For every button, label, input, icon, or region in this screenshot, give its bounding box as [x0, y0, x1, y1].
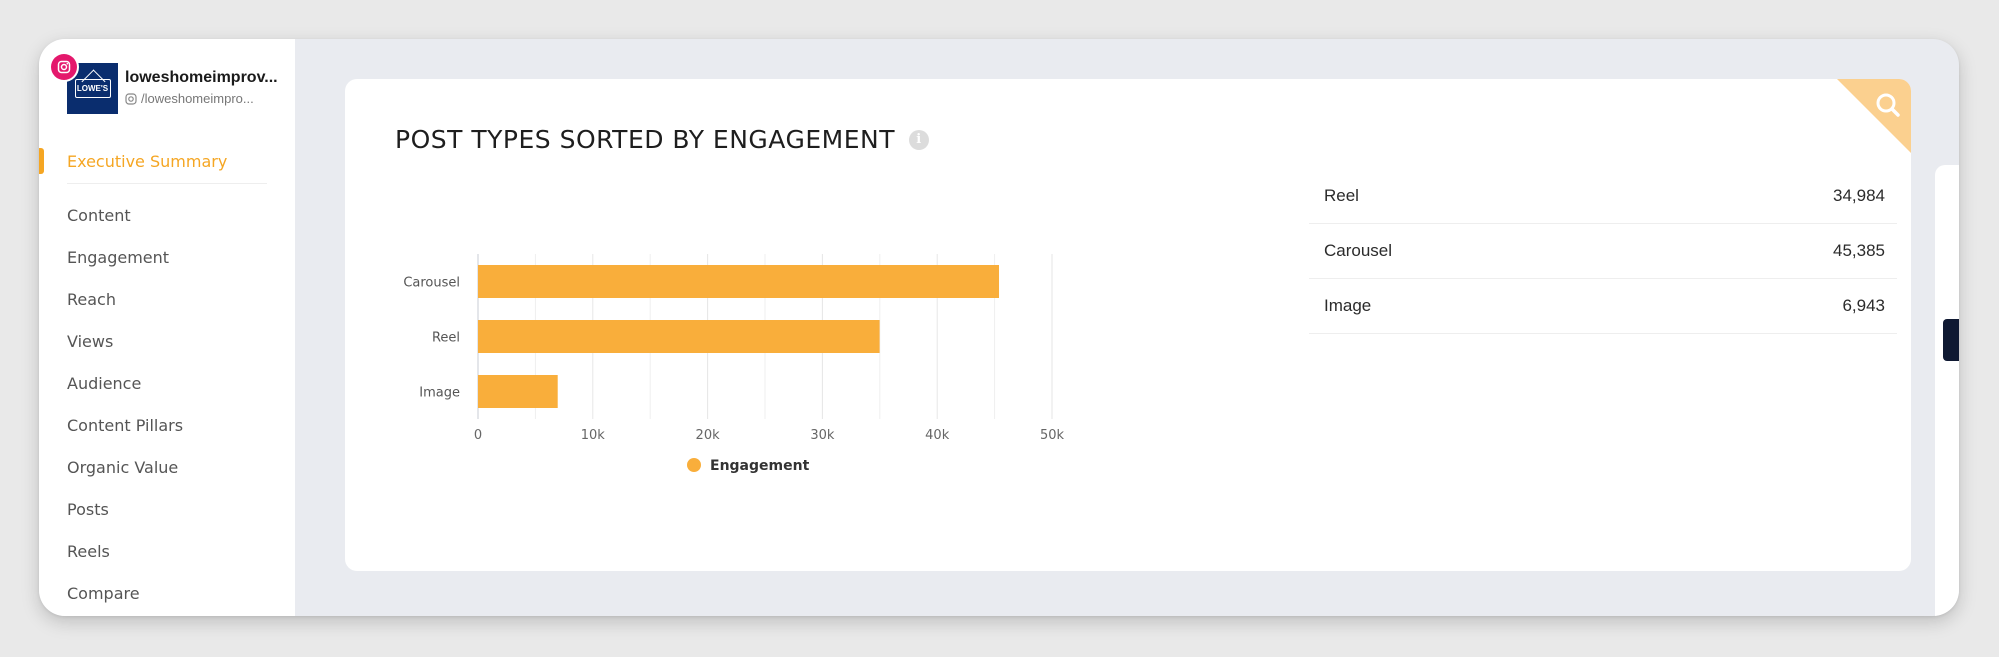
- sidebar-item-engagement[interactable]: Engagement: [39, 236, 295, 278]
- table-row: Reel 34,984: [1309, 169, 1897, 224]
- sidebar-item-label: Executive Summary: [67, 151, 228, 171]
- sidebar-item-compare[interactable]: Compare: [39, 572, 295, 614]
- lowes-logo: LOWE'S: [74, 79, 111, 98]
- instagram-icon: [51, 54, 77, 80]
- x-tick-label: 30k: [810, 428, 835, 443]
- sidebar-item-content-pillars[interactable]: Content Pillars: [39, 404, 295, 446]
- search-icon: [1876, 93, 1900, 117]
- y-tick-label: Carousel: [403, 276, 460, 291]
- sidebar-item-label: Engagement: [67, 247, 170, 267]
- x-tick-label: 20k: [696, 428, 721, 443]
- sidebar-item-label: Content: [67, 205, 131, 225]
- y-tick-label: Image: [419, 386, 460, 401]
- sidebar-item-label: Reels: [67, 541, 110, 561]
- table-cell-label: Reel: [1324, 186, 1359, 205]
- card-title-text: POST TYPES SORTED BY ENGAGEMENT: [395, 125, 895, 154]
- y-tick-label: Reel: [432, 331, 460, 346]
- sidebar-item-executive-summary[interactable]: Executive Summary: [39, 139, 295, 183]
- sidebar-item-posts[interactable]: Posts: [39, 488, 295, 530]
- sidebar-item-organic-value[interactable]: Organic Value: [39, 446, 295, 488]
- table-cell-value: 34,984: [1833, 186, 1885, 205]
- sidebar-item-reels[interactable]: Reels: [39, 530, 295, 572]
- table-row: Carousel 45,385: [1309, 224, 1897, 279]
- profile-handle: /loweshomeimpro...: [125, 91, 290, 106]
- app-window: LOWE'S loweshomeimprov... /loweshomeimpr…: [39, 39, 1959, 616]
- table-cell-value: 6,943: [1842, 296, 1885, 315]
- sidebar-item-label: Posts: [67, 499, 109, 519]
- right-panel-edge: [1935, 165, 1959, 616]
- profile-name: loweshomeimprov...: [125, 69, 278, 86]
- sidebar-item-audience[interactable]: Audience: [39, 362, 295, 404]
- legend-marker: [687, 458, 701, 472]
- table-row: Image 6,943: [1309, 279, 1897, 334]
- engagement-table: Reel 34,984 Carousel 45,385 Image 6,943: [1309, 169, 1897, 334]
- collapse-panel-button[interactable]: «: [1943, 319, 1959, 361]
- x-tick-label: 50k: [1040, 428, 1065, 443]
- legend-label: Engagement: [710, 458, 810, 474]
- card-title: POST TYPES SORTED BY ENGAGEMENT i: [395, 125, 929, 154]
- bar-carousel: [478, 265, 1000, 298]
- table-cell-label: Image: [1324, 296, 1372, 315]
- sidebar-item-content[interactable]: Content: [39, 194, 295, 236]
- corner-search-button[interactable]: [1837, 79, 1911, 153]
- post-types-card: POST TYPES SORTED BY ENGAGEMENT i 0 10k 20…: [345, 79, 1911, 571]
- sidebar-item-label: Compare: [67, 583, 140, 603]
- sidebar-item-label: Views: [67, 331, 114, 351]
- profile-handle-text: /loweshomeimpro...: [141, 91, 254, 106]
- table-cell-value: 45,385: [1833, 241, 1885, 260]
- sidebar: LOWE'S loweshomeimprov... /loweshomeimpr…: [39, 39, 295, 616]
- bar-reel: [478, 320, 880, 353]
- bar-image: [478, 375, 558, 408]
- sidebar-nav: Executive Summary Content Engagement Rea…: [39, 139, 295, 614]
- x-tick-label: 0: [474, 428, 482, 443]
- instagram-small-icon: [125, 92, 137, 105]
- table-cell-label: Carousel: [1324, 241, 1393, 260]
- sidebar-item-label: Audience: [67, 373, 142, 393]
- sidebar-item-label: Content Pillars: [67, 415, 184, 435]
- sidebar-divider: [67, 183, 267, 184]
- sidebar-item-label: Reach: [67, 289, 116, 309]
- x-tick-label: 40k: [925, 428, 950, 443]
- sidebar-item-reach[interactable]: Reach: [39, 278, 295, 320]
- info-icon[interactable]: i: [908, 129, 929, 150]
- engagement-bar-chart: 0 10k 20k 30k 40k 50k Carousel Reel Image Engagem…: [403, 254, 1065, 474]
- x-tick-label: 10k: [581, 428, 606, 443]
- sidebar-item-views[interactable]: Views: [39, 320, 295, 362]
- profile-header[interactable]: LOWE'S loweshomeimprov... /loweshomeimpr…: [51, 54, 290, 119]
- sidebar-item-label: Organic Value: [67, 457, 179, 477]
